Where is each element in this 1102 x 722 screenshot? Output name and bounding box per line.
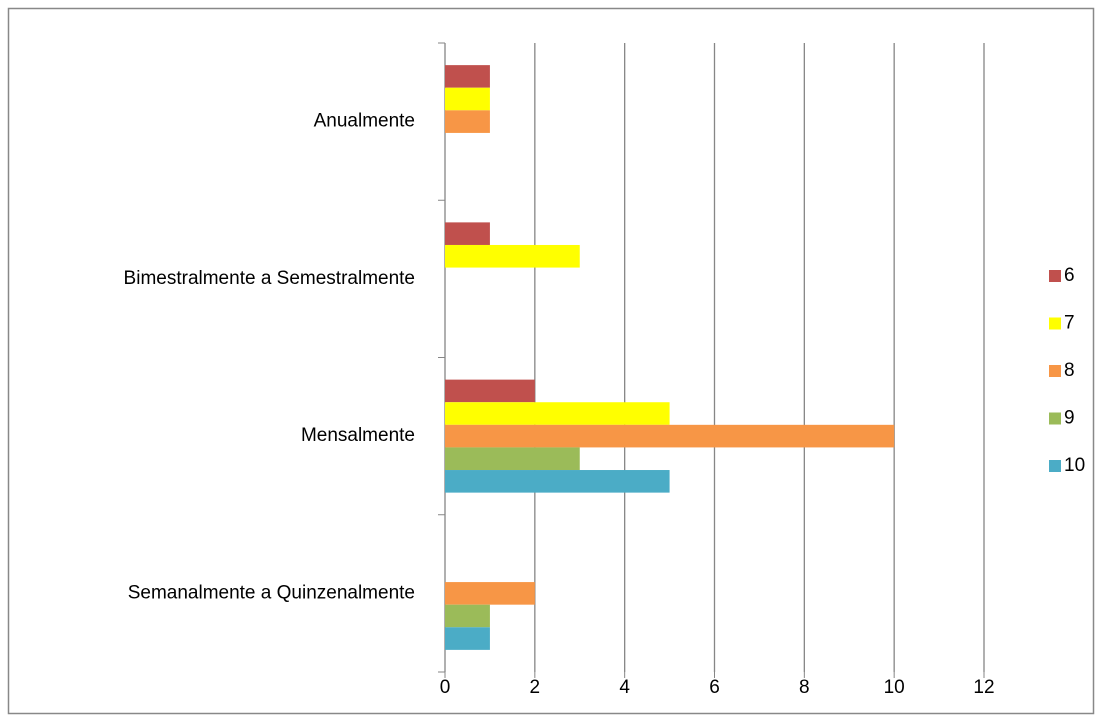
bar [445, 582, 535, 605]
x-tick-label: 4 [619, 677, 630, 698]
legend-label: 7 [1064, 313, 1075, 334]
x-tick-label: 12 [973, 677, 994, 698]
bar [445, 87, 490, 111]
legend-swatch [1049, 270, 1061, 282]
x-tick-label: 10 [884, 677, 905, 698]
legend-swatch [1049, 412, 1061, 425]
x-tick-label: 0 [440, 677, 451, 698]
legend-swatch [1049, 460, 1061, 472]
bar [445, 110, 490, 133]
bar [445, 604, 490, 628]
bar [445, 627, 490, 650]
legend-label: 6 [1064, 265, 1075, 286]
legend-swatch [1049, 365, 1061, 377]
bar [445, 447, 580, 471]
y-tick-label: Bimestralmente a Semestralmente [124, 268, 415, 289]
bar [445, 424, 895, 448]
chart-border [7, 7, 1095, 715]
x-tick-label: 8 [799, 677, 810, 698]
bar [445, 379, 535, 403]
y-tick-label: Anualmente [314, 111, 415, 132]
y-tick-label: Semanalmente a Quinzenalmente [128, 582, 415, 603]
legend-label: 10 [1064, 455, 1085, 476]
bar [445, 244, 580, 268]
x-tick-label: 6 [709, 677, 720, 698]
legend-label: 9 [1064, 408, 1075, 429]
bar [445, 470, 670, 493]
legend-label: 8 [1064, 360, 1075, 381]
y-tick-label: Mensalmente [301, 425, 415, 446]
x-tick-label: 2 [530, 677, 541, 698]
bar [445, 65, 490, 88]
bar [445, 222, 490, 245]
bar [445, 402, 670, 425]
legend-swatch [1049, 317, 1061, 330]
